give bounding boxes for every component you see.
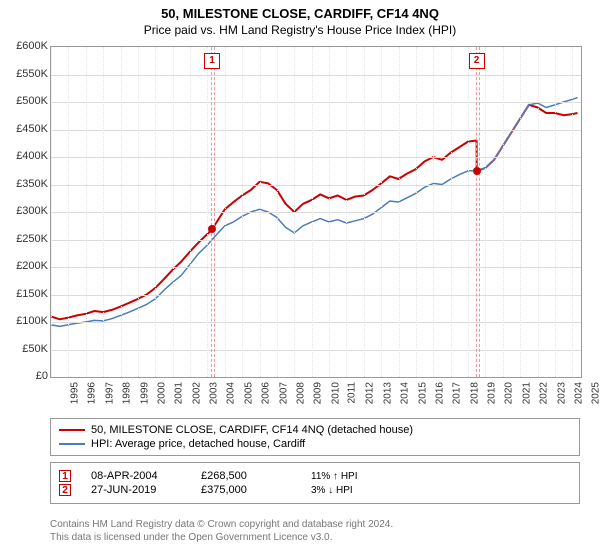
x-axis-label: 2002 bbox=[191, 382, 202, 404]
y-axis-label: £200K bbox=[2, 260, 48, 272]
y-axis-label: £150K bbox=[2, 288, 48, 300]
y-axis-label: £350K bbox=[2, 178, 48, 190]
plot-area: 12 bbox=[50, 46, 582, 378]
x-axis-label: 2016 bbox=[434, 382, 445, 404]
y-axis-label: £500K bbox=[2, 95, 48, 107]
x-axis-label: 2025 bbox=[591, 382, 600, 404]
legend-label: HPI: Average price, detached house, Card… bbox=[91, 438, 305, 450]
sale-row: 1 08-APR-2004 £268,500 11% ↑ HPI bbox=[59, 469, 571, 483]
sale-dot bbox=[208, 225, 216, 233]
attribution-line: Contains HM Land Registry data © Crown c… bbox=[50, 518, 580, 531]
x-axis-label: 2024 bbox=[573, 382, 584, 404]
y-axis-label: £550K bbox=[2, 68, 48, 80]
legend-item: HPI: Average price, detached house, Card… bbox=[59, 437, 571, 451]
x-axis-label: 2022 bbox=[538, 382, 549, 404]
legend-swatch bbox=[59, 443, 85, 445]
x-axis-label: 2023 bbox=[556, 382, 567, 404]
attribution-line: This data is licensed under the Open Gov… bbox=[50, 531, 580, 544]
x-axis-label: 1995 bbox=[69, 382, 80, 404]
x-axis-label: 2015 bbox=[417, 382, 428, 404]
sale-marker-icon: 2 bbox=[59, 484, 71, 496]
sale-row: 2 27-JUN-2019 £375,000 3% ↓ HPI bbox=[59, 483, 571, 497]
sale-price: £375,000 bbox=[201, 484, 291, 496]
x-axis-label: 2004 bbox=[226, 382, 237, 404]
chart-container: 50, MILESTONE CLOSE, CARDIFF, CF14 4NQ P… bbox=[0, 0, 600, 560]
x-axis-label: 2000 bbox=[156, 382, 167, 404]
y-axis-label: £0 bbox=[2, 370, 48, 382]
x-axis-label: 2018 bbox=[469, 382, 480, 404]
y-axis-label: £600K bbox=[2, 40, 48, 52]
chart-title: 50, MILESTONE CLOSE, CARDIFF, CF14 4NQ bbox=[0, 0, 600, 21]
y-axis-label: £400K bbox=[2, 150, 48, 162]
x-axis-label: 2014 bbox=[399, 382, 410, 404]
y-axis-label: £250K bbox=[2, 233, 48, 245]
x-axis-label: 1998 bbox=[121, 382, 132, 404]
legend-box: 50, MILESTONE CLOSE, CARDIFF, CF14 4NQ (… bbox=[50, 418, 580, 456]
sale-date: 08-APR-2004 bbox=[91, 470, 181, 482]
sale-price: £268,500 bbox=[201, 470, 291, 482]
x-axis-label: 2006 bbox=[260, 382, 271, 404]
sale-dot bbox=[473, 167, 481, 175]
x-axis-label: 2001 bbox=[174, 382, 185, 404]
y-axis-label: £300K bbox=[2, 205, 48, 217]
x-axis-label: 1997 bbox=[104, 382, 115, 404]
x-axis-label: 2007 bbox=[278, 382, 289, 404]
x-axis-label: 2013 bbox=[382, 382, 393, 404]
x-axis-label: 2005 bbox=[243, 382, 254, 404]
sale-date: 27-JUN-2019 bbox=[91, 484, 181, 496]
sales-box: 1 08-APR-2004 £268,500 11% ↑ HPI 2 27-JU… bbox=[50, 462, 580, 504]
x-axis-label: 2020 bbox=[504, 382, 515, 404]
sale-delta: 3% ↓ HPI bbox=[311, 485, 401, 496]
attribution-text: Contains HM Land Registry data © Crown c… bbox=[50, 518, 580, 544]
x-axis-label: 2021 bbox=[521, 382, 532, 404]
x-axis-label: 2010 bbox=[330, 382, 341, 404]
sale-marker-icon: 1 bbox=[59, 470, 71, 482]
sale-delta: 11% ↑ HPI bbox=[311, 471, 401, 482]
sale-marker-on-plot: 2 bbox=[469, 53, 485, 69]
x-axis-label: 2017 bbox=[452, 382, 463, 404]
x-axis-label: 1999 bbox=[139, 382, 150, 404]
x-axis-label: 1996 bbox=[87, 382, 98, 404]
legend-swatch bbox=[59, 429, 85, 431]
legend-label: 50, MILESTONE CLOSE, CARDIFF, CF14 4NQ (… bbox=[91, 424, 413, 436]
sale-marker-on-plot: 1 bbox=[204, 53, 220, 69]
x-axis-label: 2009 bbox=[313, 382, 324, 404]
x-axis-label: 2008 bbox=[295, 382, 306, 404]
y-axis-label: £450K bbox=[2, 123, 48, 135]
legend-item: 50, MILESTONE CLOSE, CARDIFF, CF14 4NQ (… bbox=[59, 423, 571, 437]
x-axis-label: 2019 bbox=[486, 382, 497, 404]
y-axis-label: £50K bbox=[2, 343, 48, 355]
x-axis-label: 2003 bbox=[208, 382, 219, 404]
y-axis-label: £100K bbox=[2, 315, 48, 327]
x-axis-label: 2012 bbox=[365, 382, 376, 404]
x-axis-label: 2011 bbox=[347, 382, 358, 404]
chart-subtitle: Price paid vs. HM Land Registry's House … bbox=[0, 21, 600, 41]
